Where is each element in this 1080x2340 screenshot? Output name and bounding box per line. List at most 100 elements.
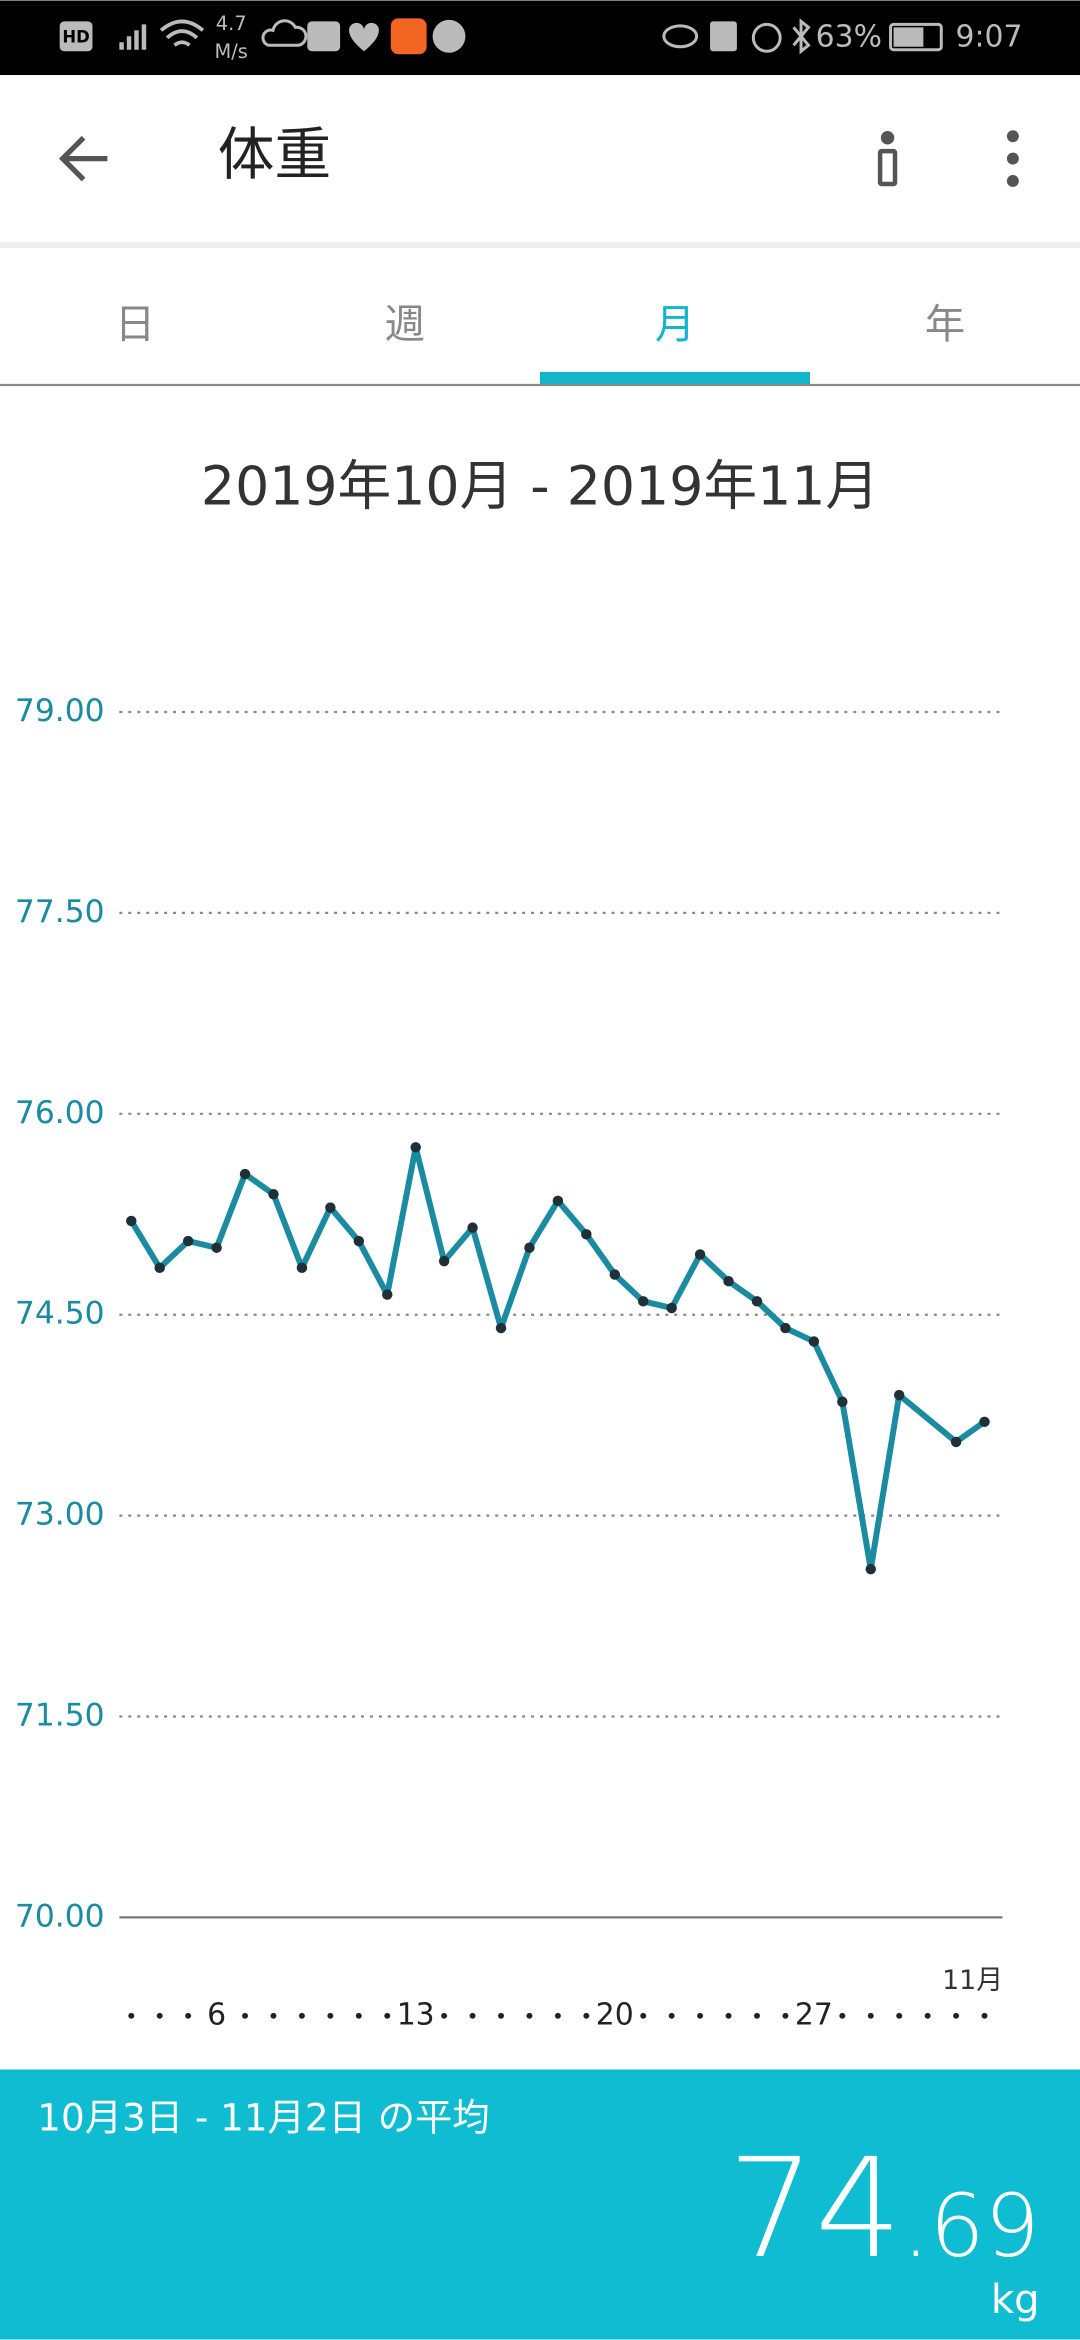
tab-indicator [540,371,810,386]
summary-label: 10月3日 - 11月2日 の平均 [37,2096,489,2140]
line-segment [896,1392,960,1445]
more-button[interactable] [1006,130,1019,187]
line-segment [327,1204,362,1245]
line-segment [384,1144,419,1298]
x-tick-dot [981,2012,988,2019]
line-segment [298,1204,334,1271]
tab[interactable]: 年 [925,302,965,348]
line-segment [953,1418,988,1445]
x-tick-dot [554,2012,561,2019]
data-point [467,1222,478,1233]
data-point [182,1235,194,1247]
line-segment [725,1278,760,1305]
info-button[interactable] [877,131,898,187]
line-segment [554,1197,590,1238]
line-segment [526,1197,561,1251]
data-point [950,1436,962,1448]
x-tick-dot [924,2012,931,2019]
app-bar-shadow [0,242,1080,249]
y-tick-label: 74.50 [15,1296,105,1332]
data-point [808,1336,820,1347]
data-point [780,1322,791,1334]
y-tick-label: 73.00 [15,1497,105,1533]
signal-icon [119,24,147,50]
tab[interactable]: 週 [385,302,425,348]
x-tick-dot [668,2012,675,2019]
line-segment [668,1251,704,1311]
app-icon [307,21,341,52]
app-bar [0,75,1080,243]
x-tick-dot [754,2012,760,2019]
data-point [638,1296,649,1307]
data-point [751,1296,763,1307]
battery-percent: 63% [816,19,882,54]
x-tick-dot [640,2012,647,2019]
data-point [524,1242,535,1253]
x-tick-dot [128,2012,135,2019]
line-segment [754,1298,789,1332]
back-button[interactable] [58,135,108,182]
data-point [268,1188,279,1200]
battery-icon [889,22,943,52]
data-point [609,1269,621,1280]
line-segment [412,1144,448,1265]
x-tick-dot [498,2012,504,2019]
x-tick-dot [242,2012,249,2019]
y-tick-label: 79.00 [15,693,105,729]
line-segment [611,1271,647,1305]
x-tick-dot [526,2012,533,2019]
x-tick-label: 13 [397,1997,435,2032]
line-segment [697,1251,732,1285]
x-tick-dot [156,2012,163,2019]
x-tick-dot [782,2012,789,2019]
x-tick-dot [270,2012,277,2019]
data-point [694,1249,706,1260]
x-tick-dot [298,2012,305,2019]
x-month-label: 11月 [942,1965,1003,1996]
data-point [893,1389,905,1401]
tab-divider [0,383,1080,387]
chart-title: 2019年10月 - 2019年11月 [201,454,879,517]
heart-icon [349,22,379,52]
y-tick-label: 71.50 [15,1697,105,1733]
bluetooth-icon [792,18,811,55]
data-point [837,1396,848,1407]
data-point [353,1235,365,1247]
x-tick-label: 27 [795,1997,833,2032]
data-point [581,1229,592,1240]
line-segment [156,1238,192,1271]
summary-fraction: .69 [902,2177,1040,2277]
line-segment [355,1238,391,1298]
line-segment [498,1244,533,1332]
tab[interactable]: 月 [655,302,695,348]
data-point [552,1195,564,1207]
data-point [325,1202,336,1213]
x-tick-dot [441,2012,448,2019]
data-point [154,1262,165,1274]
app-icon [390,18,427,55]
y-tick-label: 70.00 [15,1898,105,1934]
tab[interactable]: 日 [115,302,155,348]
line-segment [782,1325,817,1345]
summary-whole: 74 [728,2130,903,2289]
data-point [382,1289,393,1300]
data-point [723,1275,734,1287]
data-point [239,1168,251,1180]
x-tick-dot [839,2012,846,2019]
x-tick-dot [469,2012,476,2019]
x-tick-dot [953,2012,960,2019]
x-tick-dot [725,2012,732,2019]
clock: 9:07 [956,19,1023,54]
line-segment [810,1338,846,1405]
speed-unit: M/s [215,40,248,63]
line-segment [583,1231,618,1278]
nfc-icon [710,21,737,52]
line-segment [469,1224,505,1332]
summary-unit: kg [991,2277,1040,2323]
line-segment [128,1217,163,1271]
x-tick-dot [896,2012,903,2019]
data-point [211,1242,222,1253]
summary-value: 74.69 [728,2130,1040,2289]
x-tick-dot [583,2012,590,2019]
x-tick-label: 20 [596,1997,634,2032]
